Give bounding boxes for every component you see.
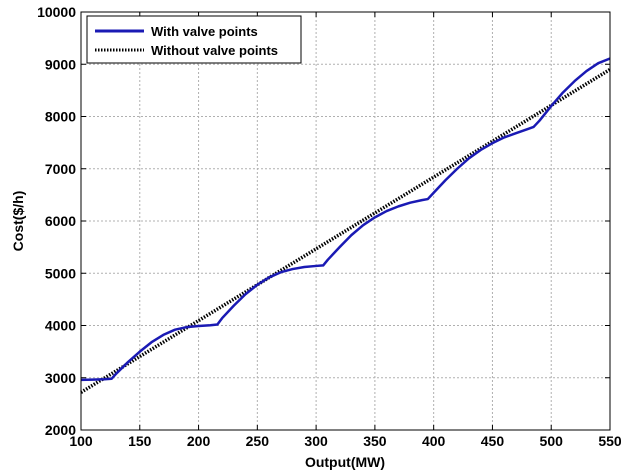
legend-label-without-valve-points: Without valve points (151, 43, 278, 58)
y-tick-label: 2000 (45, 422, 76, 438)
x-tick-label: 400 (422, 433, 446, 449)
y-tick-label: 10000 (37, 4, 76, 20)
x-tick-label: 550 (598, 433, 621, 449)
x-tick-label: 500 (540, 433, 564, 449)
y-axis-label: Cost($/h) (10, 191, 26, 252)
y-tick-label: 3000 (45, 370, 76, 386)
x-tick-label: 150 (128, 433, 152, 449)
legend: With valve points Without valve points (87, 16, 301, 63)
legend-label-with-valve-points: With valve points (151, 24, 258, 39)
y-tick-label: 9000 (45, 56, 76, 72)
y-tick-label: 7000 (45, 161, 76, 177)
x-tick-label: 450 (481, 433, 505, 449)
x-tick-label: 250 (246, 433, 270, 449)
x-tick-label: 200 (187, 433, 211, 449)
y-tick-label: 4000 (45, 318, 76, 334)
x-tick-label: 300 (304, 433, 328, 449)
y-tick-label: 6000 (45, 213, 76, 229)
y-tick-label: 8000 (45, 109, 76, 125)
y-tick-label: 5000 (45, 265, 76, 281)
x-tick-label: 350 (363, 433, 387, 449)
x-axis-label: Output(MW) (305, 454, 385, 470)
